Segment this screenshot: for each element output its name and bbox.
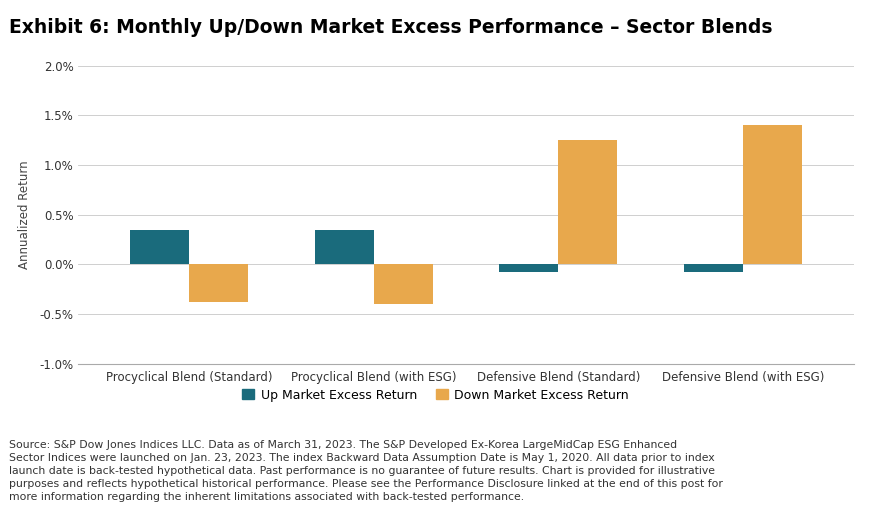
Bar xyxy=(558,140,618,264)
Legend: Up Market Excess Return, Down Market Excess Return: Up Market Excess Return, Down Market Exc… xyxy=(238,385,633,406)
Bar xyxy=(189,264,248,302)
Text: Exhibit 6: Monthly Up/Down Market Excess Performance – Sector Blends: Exhibit 6: Monthly Up/Down Market Excess… xyxy=(9,18,773,37)
Bar xyxy=(684,264,743,272)
Bar xyxy=(499,264,558,272)
Bar xyxy=(130,229,189,264)
Bar xyxy=(374,264,433,304)
Bar xyxy=(743,125,802,264)
Bar xyxy=(314,229,374,264)
Y-axis label: Annualized Return: Annualized Return xyxy=(18,160,31,269)
Text: Source: S&P Dow Jones Indices LLC. Data as of March 31, 2023. The S&P Developed : Source: S&P Dow Jones Indices LLC. Data … xyxy=(9,440,723,502)
